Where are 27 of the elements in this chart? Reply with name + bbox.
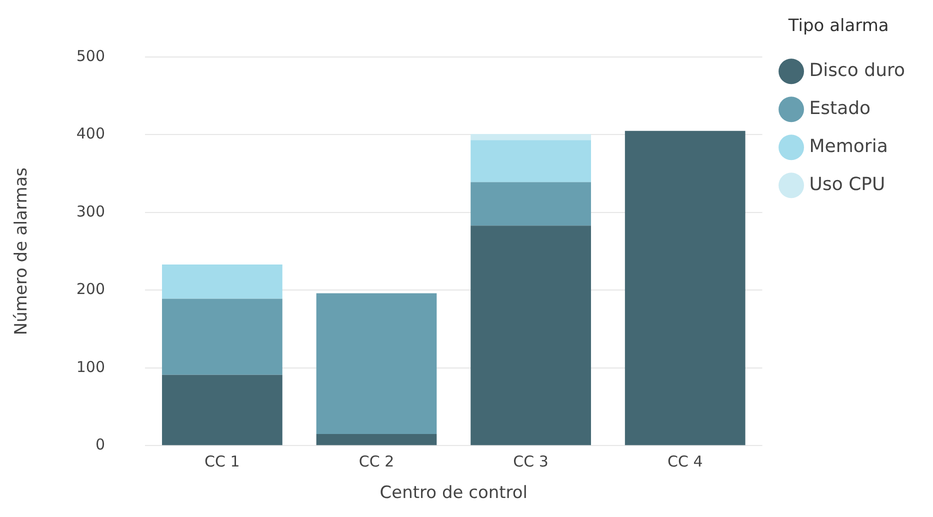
x-tick-label: CC 4 xyxy=(667,452,703,470)
bar xyxy=(470,182,591,226)
x-tick-label: CC 1 xyxy=(204,452,240,470)
y-tick-label: 400 xyxy=(76,124,106,143)
y-tick-label: 0 xyxy=(95,435,106,454)
y-tick-label: 200 xyxy=(76,280,106,298)
bar xyxy=(470,226,591,446)
bar xyxy=(470,140,591,182)
legend-label: Disco duro xyxy=(809,60,906,82)
bar xyxy=(624,130,746,446)
legend-label: Estado xyxy=(809,98,871,120)
x-tick-label: CC 3 xyxy=(513,452,548,470)
bar xyxy=(162,264,282,299)
y-tick-label: 300 xyxy=(76,202,106,220)
y-tick-label: 500 xyxy=(76,46,106,65)
x-axis-title: Centro de control xyxy=(380,483,528,504)
x-tick-label: CC 2 xyxy=(358,452,394,470)
bar xyxy=(162,298,282,375)
legend-title: Tipo alarma xyxy=(787,16,889,36)
bar xyxy=(316,434,437,446)
legend-label: Memoria xyxy=(809,136,888,158)
bar xyxy=(162,374,282,446)
bar xyxy=(316,293,437,434)
y-axis-title: Número de alarmas xyxy=(12,167,32,336)
y-tick-label: 100 xyxy=(76,358,106,376)
legend-label: Uso CPU xyxy=(809,174,886,196)
bar xyxy=(470,134,591,140)
